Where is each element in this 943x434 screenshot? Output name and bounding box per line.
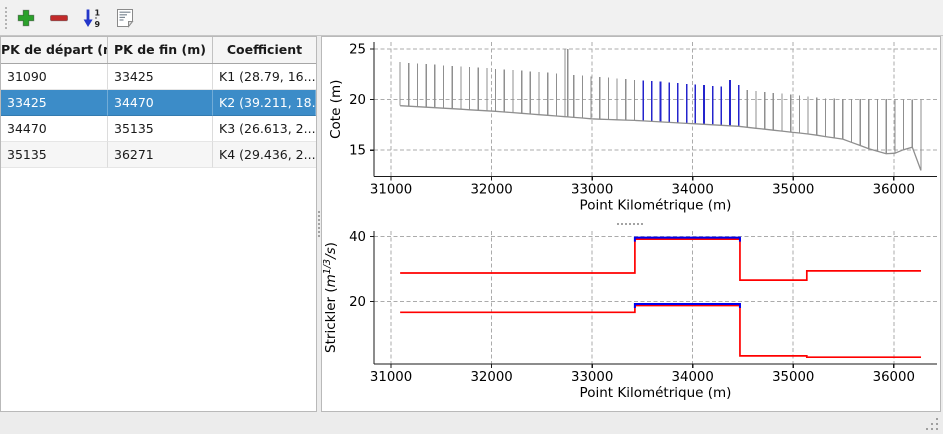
splitter-handle-icon — [318, 211, 322, 237]
minus-icon — [50, 14, 68, 21]
table-row[interactable]: 31090 33425 K1 (28.79, 16.... — [1, 64, 316, 90]
splitter-handle-icon — [617, 223, 643, 227]
coefficients-table: PK de départ (m)PK de fin (m) Coefficient… — [0, 36, 317, 412]
table-cell[interactable]: 34470 — [1, 116, 108, 142]
y-tick-label: 20 — [349, 93, 366, 108]
table-cell[interactable]: 34470 — [108, 90, 213, 116]
x-tick-label: 34000 — [672, 183, 714, 198]
charts-canvas: 15 20 25 31000 32000 33000 34000 35000 36000 Poin… — [322, 42, 937, 401]
x-tick-label: 32000 — [470, 370, 512, 385]
y-tick-label: 40 — [349, 230, 366, 245]
strickler-line — [400, 238, 922, 281]
sort-numeric-icon: 1 9 — [83, 8, 101, 29]
table-row[interactable]: 35135 36271 K4 (29.436, 2.... — [1, 142, 316, 168]
table-cell[interactable]: 33425 — [1, 90, 108, 116]
table-cell[interactable]: 31090 — [1, 64, 108, 90]
x-tick-label: 31000 — [370, 183, 412, 198]
table-row[interactable]: 34470 35135 K3 (26.613, 2.... — [1, 116, 316, 142]
table-cell[interactable]: K2 (39.211, 18... — [213, 90, 316, 116]
table-cell[interactable]: K3 (26.613, 2.... — [213, 116, 316, 142]
sort-numeric-button[interactable]: 1 9 — [78, 4, 106, 32]
toolbar: 1 9 — [0, 0, 943, 36]
grid — [374, 231, 937, 364]
table-cell[interactable]: 36271 — [108, 142, 213, 168]
table-cell[interactable]: K4 (29.436, 2.... — [213, 142, 316, 168]
x-tick-label: 31000 — [370, 370, 412, 385]
selected-segment-line — [633, 302, 741, 308]
column-header[interactable]: PK de départ (m) — [1, 37, 108, 63]
status-bar — [0, 412, 943, 434]
x-axis-label: Point Kilométrique (m) — [580, 385, 732, 401]
selected-segment-line — [633, 236, 741, 242]
axis-ticks: 15 20 25 31000 32000 33000 34000 35000 36000 — [349, 43, 915, 198]
table-cell[interactable]: 35135 — [108, 116, 213, 142]
y-tick-label: 20 — [349, 295, 366, 310]
table-cell[interactable]: 33425 — [108, 64, 213, 90]
plot-data — [400, 236, 922, 359]
strickler-line — [400, 304, 922, 359]
y-axis-label: Strickler (m1/3/s) — [322, 242, 339, 353]
panel-splitter[interactable] — [317, 36, 321, 412]
x-tick-label: 32000 — [470, 183, 512, 198]
sort-digit-bottom: 9 — [95, 20, 101, 29]
toolbar-drag-handle[interactable] — [5, 6, 7, 29]
charts-panel — [321, 36, 941, 412]
bed-profile-line — [400, 105, 922, 171]
x-tick-label: 35000 — [772, 183, 814, 198]
y-axis-label: Cote (m) — [328, 80, 344, 139]
y-tick-label: 25 — [349, 43, 366, 58]
remove-button[interactable] — [45, 4, 73, 32]
x-tick-label: 34000 — [672, 370, 714, 385]
plus-icon — [17, 9, 35, 26]
sort-digit-top: 1 — [95, 8, 101, 17]
chart-splitter[interactable] — [322, 220, 940, 228]
notes-button[interactable] — [111, 4, 139, 32]
x-tick-label: 36000 — [873, 183, 915, 198]
table-row[interactable]: 33425 34470 K2 (39.211, 18... — [1, 90, 316, 116]
x-axis-label: Point Kilométrique (m) — [580, 198, 732, 214]
table-cell[interactable]: 35135 — [1, 142, 108, 168]
y-tick-label: 15 — [349, 144, 366, 159]
table-header: PK de départ (m)PK de fin (m) Coefficient — [1, 37, 316, 64]
add-button[interactable] — [12, 4, 40, 32]
resize-grip-icon[interactable] — [925, 418, 940, 431]
document-icon — [117, 8, 134, 28]
plot-data — [399, 49, 922, 171]
axes-spines — [373, 231, 937, 365]
axes-spines — [373, 42, 937, 178]
x-tick-label: 33000 — [571, 183, 613, 198]
axis-ticks: 20 40 31000 32000 33000 34000 35000 36000 — [349, 230, 915, 385]
column-header[interactable]: Coefficient — [226, 42, 303, 57]
column-header[interactable]: PK de fin (m) — [108, 37, 213, 63]
x-tick-label: 36000 — [873, 370, 915, 385]
table-body: 31090 33425 K1 (28.79, 16.... 33425 34470 K2 … — [1, 64, 316, 168]
cote-chart: 15 20 25 31000 32000 33000 34000 35000 36000 Poin… — [328, 42, 937, 214]
main-area: PK de départ (m)PK de fin (m) Coefficient… — [0, 36, 943, 412]
strickler-chart: 20 40 31000 32000 33000 34000 35000 36000 Point … — [322, 230, 937, 401]
x-tick-label: 35000 — [772, 370, 814, 385]
table-cell[interactable]: K1 (28.79, 16.... — [213, 64, 316, 90]
x-tick-label: 33000 — [571, 370, 613, 385]
